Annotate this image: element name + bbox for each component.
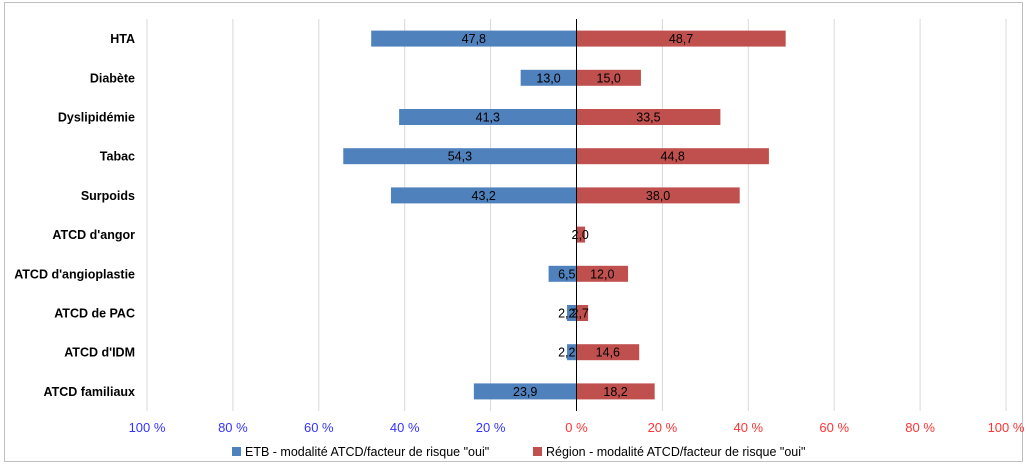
bar-etb — [343, 148, 577, 165]
bar-region — [576, 383, 655, 400]
x-tick-label: 80 % — [218, 420, 248, 435]
bar-etb — [520, 69, 577, 86]
data-label-region: 14,6 — [596, 346, 620, 360]
bar-region — [576, 265, 629, 282]
bar-region — [576, 69, 641, 86]
data-label-etb: 54,3 — [448, 150, 472, 164]
x-tick-label: 40 % — [733, 420, 763, 435]
x-tick-label: 20 % — [476, 420, 506, 435]
category-label: Dyslipidémie — [58, 111, 135, 125]
bar-region — [576, 187, 740, 204]
bars: 47,8 13,0 41,3 54,3 43,2 6,5 2,2 2,2 23,9 48,7 15,… — [343, 19, 786, 411]
bar-region — [576, 109, 721, 125]
bar-region — [576, 344, 640, 361]
category-label: ATCD familiaux — [44, 385, 135, 399]
x-tick-label: 40 % — [390, 420, 420, 435]
data-label-etb: 2,2 — [558, 307, 575, 321]
data-label-etb: 41,3 — [476, 111, 500, 125]
data-label-region: 2,0 — [572, 228, 589, 242]
data-label-etb: 6,5 — [558, 267, 575, 281]
category-label: ATCD d'angor — [52, 228, 135, 242]
legend: ETB - modalité ATCD/facteur de risque "o… — [232, 445, 805, 459]
data-label-region: 33,5 — [636, 111, 660, 125]
data-label-region: 18,2 — [603, 385, 627, 399]
x-tick-label: 100 % — [129, 420, 166, 435]
data-label-region: 12,0 — [590, 267, 614, 281]
legend-label-etb: ETB - modalité ATCD/facteur de risque "o… — [245, 445, 489, 459]
x-tick-label: 20 % — [648, 420, 678, 435]
bar-chart: 47,8 13,0 41,3 54,3 43,2 6,5 2,2 2,2 23,9 48,7 15,… — [14, 19, 1024, 459]
data-label-region: 2,7 — [572, 307, 589, 321]
category-label: Diabète — [90, 71, 135, 85]
data-label-etb: 13,0 — [536, 71, 560, 85]
data-label-etb: 23,9 — [513, 385, 537, 399]
data-label-region: 15,0 — [597, 71, 621, 85]
data-label-etb: 2,2 — [558, 346, 575, 360]
legend-swatch-region — [533, 447, 542, 456]
category-label: Tabac — [100, 150, 135, 164]
data-label-region: 48,7 — [669, 32, 693, 46]
bar-region — [576, 226, 586, 243]
x-axis-tick-labels: 100 % 80 % 60 % 40 % 20 % 0 % 20 % 40 % 60 % 80 %… — [129, 420, 1024, 435]
x-tick-label: 100 % — [988, 420, 1024, 435]
data-label-etb: 47,8 — [462, 32, 486, 46]
bar-etb — [390, 187, 577, 204]
category-label: Surpoids — [81, 189, 135, 203]
chart-frame: 47,8 13,0 41,3 54,3 43,2 6,5 2,2 2,2 23,9 48,7 15,… — [4, 2, 1024, 462]
x-tick-label: 0 % — [565, 420, 588, 435]
bar-region — [576, 148, 769, 165]
bar-etb — [399, 109, 577, 125]
bar-region — [576, 305, 589, 321]
category-labels: HTA Diabète Dyslipidémie Tabac Surpoids ATCD … — [14, 32, 135, 399]
x-tick-label: 60 % — [819, 420, 849, 435]
legend-label-region: Région - modalité ATCD/facteur de risque… — [546, 445, 805, 459]
data-label-region: 44,8 — [661, 150, 685, 164]
category-label: ATCD d'IDM — [64, 346, 135, 360]
legend-swatch-etb — [232, 447, 241, 456]
data-label-region: 38,0 — [646, 189, 670, 203]
bar-etb — [567, 305, 577, 321]
x-tick-label: 80 % — [905, 420, 935, 435]
bar-etb — [567, 344, 577, 361]
bar-etb — [473, 383, 577, 400]
category-label: ATCD d'angioplastie — [14, 267, 135, 281]
bar-region — [576, 30, 786, 47]
category-label: HTA — [110, 32, 135, 46]
bar-etb — [371, 30, 577, 47]
bar-etb — [548, 265, 577, 282]
category-label: ATCD de PAC — [54, 307, 135, 321]
x-tick-label: 60 % — [304, 420, 334, 435]
data-label-etb: 43,2 — [472, 189, 496, 203]
